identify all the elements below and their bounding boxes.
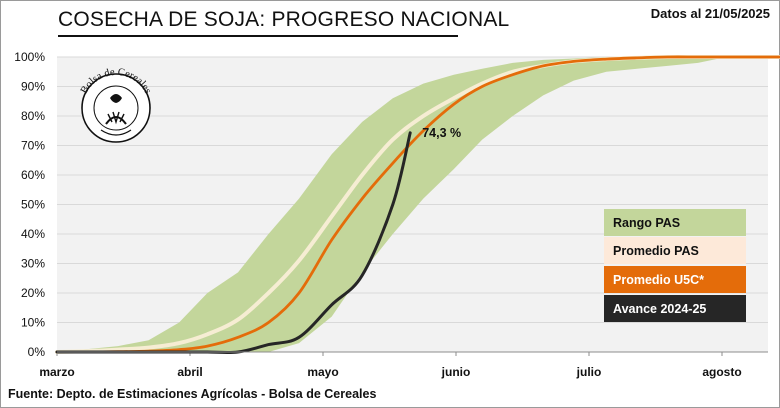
x-tick-label: agosto bbox=[702, 365, 741, 379]
series-rango-pas-band bbox=[57, 57, 780, 352]
y-tick-label: 40% bbox=[21, 227, 45, 241]
bolsa-de-cereales-logo: Bolsa de Cereales bbox=[73, 67, 159, 149]
source-note: Fuente: Depto. de Estimaciones Agrícolas… bbox=[8, 387, 377, 401]
y-tick-label: 50% bbox=[21, 198, 45, 212]
x-tick-label: mayo bbox=[307, 365, 338, 379]
legend-promedio-pas: Promedio PAS bbox=[604, 237, 746, 264]
x-tick-label: julio bbox=[576, 365, 602, 379]
y-tick-label: 90% bbox=[21, 80, 45, 94]
y-tick-label: 10% bbox=[21, 316, 45, 330]
y-tick-label: 100% bbox=[14, 50, 45, 64]
legend-avance-2024-25: Avance 2024-25 bbox=[604, 295, 746, 322]
y-tick-label: 70% bbox=[21, 139, 45, 153]
y-tick-label: 60% bbox=[21, 168, 45, 182]
x-tick-label: junio bbox=[441, 365, 471, 379]
title-underline bbox=[58, 35, 458, 37]
data-date: Datos al 21/05/2025 bbox=[650, 6, 770, 21]
legend-rango-pas: Rango PAS bbox=[604, 209, 746, 236]
x-tick-label: marzo bbox=[39, 365, 74, 379]
chart-title: COSECHA DE SOJA: PROGRESO NACIONAL bbox=[58, 8, 510, 31]
series-promedio-u5c-line bbox=[55, 55, 780, 354]
y-tick-label: 20% bbox=[21, 286, 45, 300]
y-tick-label: 30% bbox=[21, 257, 45, 271]
y-tick-label: 80% bbox=[21, 109, 45, 123]
y-tick-label: 0% bbox=[28, 345, 46, 359]
x-tick-label: abril bbox=[177, 365, 202, 379]
annotation-label: 74,3 % bbox=[422, 126, 461, 140]
legend-promedio-u5c: Promedio U5C* bbox=[604, 266, 746, 293]
